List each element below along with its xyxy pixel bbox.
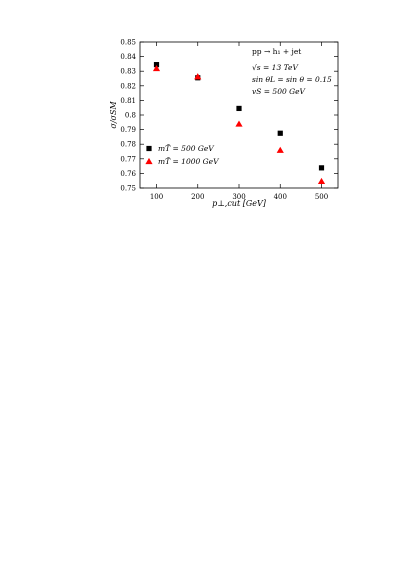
triangle-point [194,73,202,80]
plot-frame [139,41,339,189]
y-tick-label: 0.8 [125,112,136,120]
legend-marker [146,145,152,152]
triangle-point [235,120,243,127]
square-point [277,130,283,136]
legend: mT̃ = 500 GeV mT̃ = 1000 GeV [158,144,220,166]
triangle-point [317,177,326,185]
x-tick-label: 100 [150,193,163,201]
y-tick-label: 0.85 [120,39,136,47]
annotation-text: pp → h₁ + jet [252,47,301,56]
annotation-text: √s = 13 TeV [252,63,299,72]
x-tick-label: 300 [232,193,245,201]
data-points [145,62,326,185]
square-point [153,62,160,68]
axis-ticks: 100 200 300 400 500 0.75 0.76 0.77 0.78 0.79 0.8 0.… [120,39,338,201]
axis-labels: p⊥,cut [GeV] σ/σSM [109,101,267,208]
plot-axes [139,41,339,189]
y-tick-label: 0.77 [120,155,136,163]
y-tick-label: 0.75 [120,185,136,193]
y-tick-label: 0.81 [120,97,136,105]
y-axis-label: σ/σSM [109,101,118,129]
square-point [236,105,242,112]
y-tick-label: 0.78 [120,141,136,149]
annotation-text: sin θL = sin θ = 0.15 [252,75,332,84]
annotations: pp → h₁ + jet √s = 13 TeV sin θL = sin θ =… [252,47,332,96]
y-tick-label: 0.76 [120,170,136,178]
y-tick-label: 0.83 [120,68,136,76]
annotation-text: vS = 500 GeV [252,87,307,96]
y-tick-label: 0.79 [120,126,136,134]
legend-label: mT̃ = 500 GeV [158,144,215,153]
triangle-point [276,146,284,153]
x-tick-label: 500 [315,193,328,201]
x-tick-label: 200 [191,193,204,201]
legend-label: mT̃ = 1000 GeV [158,157,220,166]
legend-marker [145,157,153,165]
x-tick-label: 400 [274,193,287,201]
square-point [318,165,325,171]
triangle-point [152,64,161,72]
y-tick-label: 0.82 [120,82,136,90]
x-axis-label: p⊥,cut [GeV] [212,199,267,208]
y-tick-label: 0.84 [120,53,136,61]
